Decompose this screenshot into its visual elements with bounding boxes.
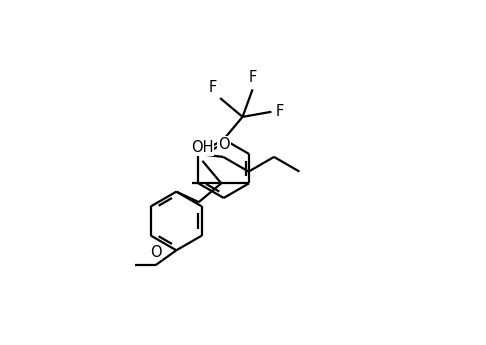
Text: O: O xyxy=(150,245,162,259)
Text: OH: OH xyxy=(191,140,214,156)
Text: F: F xyxy=(209,80,217,95)
Text: F: F xyxy=(276,104,284,119)
Text: O: O xyxy=(218,137,230,151)
Text: F: F xyxy=(248,70,257,85)
